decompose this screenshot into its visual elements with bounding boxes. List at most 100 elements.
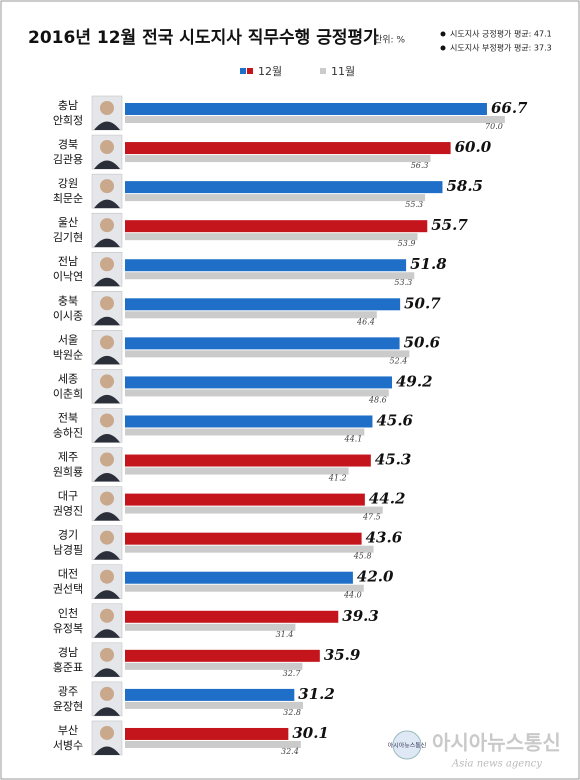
governor-label: 남경필 <box>53 544 83 557</box>
portrait-body <box>94 746 120 755</box>
category-label: 강원 <box>58 177 78 190</box>
legend-swatch <box>247 68 253 74</box>
portrait-body <box>94 199 120 209</box>
bar <box>125 311 377 319</box>
value-label: 39.3 <box>342 607 379 625</box>
portrait-head <box>100 335 114 350</box>
bar <box>125 233 418 241</box>
bar <box>125 493 365 506</box>
note-bullet <box>440 45 446 51</box>
note-bullet <box>440 31 446 37</box>
governor-label: 박원순 <box>53 348 83 361</box>
governor-label: 원희룡 <box>53 466 83 479</box>
governor-label: 이낙연 <box>53 270 83 283</box>
bar <box>125 688 295 701</box>
portrait-head <box>100 530 114 545</box>
governor-label: 안희정 <box>53 114 83 127</box>
value-label: 48.6 <box>368 395 387 404</box>
governor-label: 송하진 <box>53 425 83 439</box>
value-label: 66.7 <box>491 99 528 117</box>
value-label: 32.7 <box>283 669 302 678</box>
portrait-body <box>94 512 120 521</box>
unit-label: 단위: % <box>374 35 405 46</box>
value-label: 50.6 <box>404 333 441 351</box>
portrait-head <box>100 101 114 115</box>
category-label: 서울 <box>58 333 78 346</box>
bar <box>125 740 301 748</box>
portrait-body <box>94 590 120 599</box>
chart-title: 2016년 12월 전국 시도지사 직무수행 긍정평가 <box>28 28 379 48</box>
portrait-body <box>94 355 120 365</box>
bar <box>125 584 364 592</box>
portrait-head <box>100 686 114 701</box>
portrait-head <box>100 413 114 428</box>
bar <box>125 623 296 631</box>
portrait-body <box>94 121 120 130</box>
value-label: 41.2 <box>328 474 347 483</box>
bar <box>125 350 410 358</box>
governor-label: 최문순 <box>53 192 83 205</box>
value-label: 32.4 <box>281 747 299 756</box>
value-label: 53.3 <box>394 278 412 287</box>
category-label: 부산 <box>58 724 78 737</box>
value-label: 43.6 <box>366 529 403 547</box>
portrait-body <box>94 707 120 716</box>
portrait-head <box>100 257 114 272</box>
portrait-body <box>94 160 120 170</box>
portrait-head <box>100 296 114 311</box>
governor-label: 권선택 <box>53 583 83 596</box>
portrait-head <box>100 491 114 506</box>
category-label: 경남 <box>58 646 78 659</box>
value-label: 51.8 <box>410 255 447 273</box>
value-label: 35.9 <box>324 646 361 664</box>
bar <box>125 181 443 194</box>
governor-label: 권영진 <box>53 505 83 518</box>
bar <box>125 610 339 623</box>
portrait-body <box>94 629 120 638</box>
governor-label: 이춘희 <box>53 387 83 400</box>
category-label: 경기 <box>58 529 78 542</box>
category-label: 대구 <box>58 490 78 503</box>
bar <box>125 701 303 709</box>
value-label: 44.1 <box>344 434 363 443</box>
note: 시도지사 부정평가 평균: 37.3 <box>450 43 552 53</box>
bar <box>125 649 320 662</box>
bar <box>125 467 349 475</box>
bar <box>125 571 353 584</box>
legend-label: 11월 <box>331 65 355 78</box>
value-label: 56.3 <box>411 161 429 170</box>
category-label: 충남 <box>58 99 78 112</box>
category-label: 대전 <box>58 568 78 581</box>
portrait-body <box>94 473 120 482</box>
portrait-body <box>94 277 120 287</box>
value-label: 42.0 <box>357 568 394 586</box>
value-label: 45.6 <box>376 411 413 429</box>
portrait-head <box>100 452 114 467</box>
governor-label: 김관용 <box>53 153 83 166</box>
category-label: 인천 <box>58 606 78 620</box>
value-label: 46.4 <box>356 317 375 326</box>
portrait-body <box>94 238 120 248</box>
watermark: 아시아뉴스통신 <box>432 731 561 755</box>
value-label: 47.5 <box>362 513 381 522</box>
portrait-body <box>94 551 120 560</box>
bar <box>125 194 426 202</box>
value-label: 55.3 <box>405 200 423 209</box>
bar <box>125 506 383 514</box>
bar <box>125 272 415 280</box>
value-label: 49.2 <box>396 372 433 390</box>
portrait-body <box>94 668 120 677</box>
value-label: 55.7 <box>431 216 468 234</box>
bar <box>125 220 428 233</box>
bar <box>125 116 505 123</box>
watermark-sub: Asia news agency <box>451 759 542 770</box>
bar <box>125 155 431 163</box>
value-label: 44.0 <box>343 591 362 600</box>
value-label: 58.5 <box>446 177 483 195</box>
portrait-body <box>94 316 120 326</box>
portrait-head <box>100 218 114 233</box>
portrait-head <box>100 140 114 155</box>
bar <box>125 259 407 272</box>
value-label: 44.2 <box>369 490 406 508</box>
